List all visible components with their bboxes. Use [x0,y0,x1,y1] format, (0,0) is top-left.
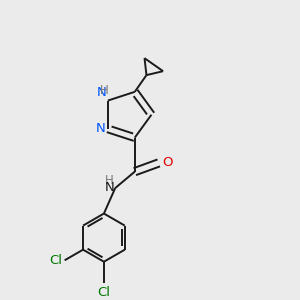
Text: O: O [163,156,173,169]
Text: H: H [105,175,114,188]
Text: N: N [104,181,114,194]
Text: Cl: Cl [98,286,110,299]
Text: N: N [96,122,106,135]
Text: H: H [100,84,109,97]
Text: N: N [97,86,106,99]
Text: Cl: Cl [50,254,62,267]
